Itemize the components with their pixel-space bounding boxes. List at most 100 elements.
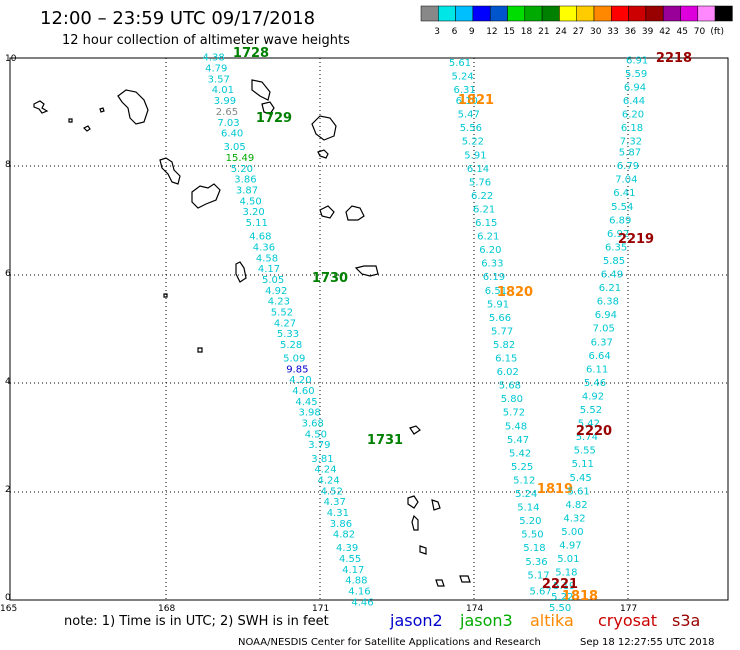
colorbar-label: 27	[573, 27, 584, 37]
wave-height-label: 5.80	[501, 394, 523, 405]
track-time-label: 2220	[576, 424, 612, 439]
wave-height-label: 5.54	[611, 202, 633, 213]
wave-height-label: 5.24	[452, 72, 474, 83]
wave-height-label: 3.81	[311, 454, 333, 465]
wave-height-label: 5.01	[557, 554, 579, 565]
wave-height-label: 6.89	[609, 215, 631, 226]
wave-height-label: 5.14	[517, 503, 539, 514]
island-outline	[431, 499, 441, 511]
island-outline	[319, 205, 335, 219]
colorbar-label: 33	[607, 27, 618, 37]
wave-height-label: 5.66	[489, 313, 511, 324]
wave-height-label: 5.12	[513, 476, 535, 487]
wave-height-label: 6.15	[475, 218, 497, 229]
wave-height-label: 3.86	[330, 519, 352, 530]
footer-note: note: 1) Time is in UTC; 2) SWH is in fe…	[64, 614, 329, 629]
colorbar-swatch	[611, 5, 629, 22]
wave-height-label: 5.47	[507, 435, 529, 446]
colorbar-swatch	[593, 5, 612, 22]
wave-height-label: 6.38	[597, 297, 619, 308]
colorbar-label: 12	[486, 27, 497, 37]
wave-height-label: 3.99	[214, 96, 236, 107]
wave-height-label: 5.17	[527, 570, 549, 581]
wave-height-label: 4.24	[318, 476, 340, 487]
wave-height-label: 5.20	[519, 516, 541, 527]
wave-height-label: 4.55	[339, 554, 361, 565]
wave-height-label: 4.36	[253, 242, 275, 253]
wave-height-label: 6.20	[479, 245, 501, 256]
island-outline	[411, 514, 419, 531]
wave-height-label: 5.11	[246, 218, 268, 229]
colorbar-swatch	[559, 5, 577, 22]
wave-height-label: 5.56	[460, 123, 482, 134]
wave-height-label: 5.55	[574, 446, 596, 457]
wave-height-label: 6.49	[601, 270, 623, 281]
island-outline	[99, 107, 105, 113]
wave-height-label: 5.67	[530, 587, 552, 598]
island-outline	[317, 149, 329, 159]
wave-height-label: 5.91	[464, 150, 486, 161]
wave-height-label: 6.20	[622, 110, 644, 121]
wave-height-label: 4.17	[342, 565, 364, 576]
wave-height-label: 6.33	[481, 259, 503, 270]
wave-height-label: 5.45	[570, 473, 592, 484]
colorbar-swatch	[662, 5, 681, 22]
y-tick-label: 2	[5, 485, 11, 495]
colorbar-label: 21	[538, 27, 549, 37]
wave-height-label: 6.21	[473, 205, 495, 216]
y-axis-ticks: 0 2 4 6 8 10	[5, 54, 17, 603]
wave-height-label: 4.50	[305, 429, 327, 440]
wave-height-label: 7.04	[615, 175, 637, 186]
wave-height-label: 5.20	[231, 164, 253, 175]
wave-height-label: 7.32	[620, 137, 642, 148]
wave-height-label: 5.50	[521, 530, 543, 541]
wave-height-label: 3.98	[299, 408, 321, 419]
wave-height-label: 3.87	[236, 186, 258, 197]
satellite-legend: jason2 jason3 altika cryosat s3a	[389, 611, 700, 630]
wave-height-label: 5.19	[553, 581, 575, 592]
track-time-label: 1818	[562, 589, 598, 604]
wave-height-label: 6.40	[221, 129, 243, 140]
wave-height-label: 7.03	[217, 118, 239, 129]
colorbar-swatch	[645, 5, 664, 22]
track-time-label: 1821	[458, 93, 494, 108]
colorbar-label: 3	[434, 27, 440, 37]
wave-height-label: 4.58	[256, 253, 278, 264]
wave-height-label: 5.82	[493, 340, 515, 351]
wave-height-label: 4.46	[351, 597, 373, 608]
colorbar-label: 42	[659, 27, 670, 37]
wave-height-label: 7.05	[593, 324, 615, 335]
wave-height-label: 3.57	[208, 74, 230, 85]
colorbar-label: 36	[625, 27, 637, 37]
wave-height-label: 4.79	[205, 64, 227, 75]
island-outline	[163, 293, 168, 298]
wave-height-label: 5.61	[568, 486, 590, 497]
wave-height-label: 5.91	[487, 299, 509, 310]
wave-height-label: 5.74	[576, 432, 598, 443]
colorbar-swatch	[697, 5, 716, 22]
satellite-name: s3a	[672, 611, 700, 630]
wave-height-label: 4.27	[274, 318, 296, 329]
wave-height-label: 4.01	[212, 85, 234, 96]
island-outline	[117, 89, 149, 125]
wave-height-label: 6.10	[456, 96, 478, 107]
colorbar-label: 15	[504, 27, 515, 37]
island-outline	[197, 347, 203, 353]
wave-height-label: 5.47	[458, 110, 480, 121]
track-time-label: 2219	[618, 232, 654, 247]
island-outline	[251, 79, 271, 101]
wave-height-label: 6.35	[605, 242, 627, 253]
wave-height-label: 4.60	[292, 386, 314, 397]
wave-height-label: 5.61	[449, 58, 471, 69]
wave-height-label: 6.14	[467, 164, 489, 175]
wave-height-label: 5.22	[462, 137, 484, 148]
island-outlines	[33, 79, 471, 587]
island-outline	[33, 100, 49, 114]
wave-height-label: 4.39	[336, 543, 358, 554]
colorbar-legend: 3 6 9 12 15 18 21 24 27 30 33 36 39 42 45 70 (ft)	[420, 5, 733, 37]
colorbar-swatch	[472, 5, 491, 22]
y-tick-label: 0	[5, 593, 11, 603]
colorbar-label: 6	[452, 27, 458, 37]
wave-height-label: 4.82	[333, 530, 355, 541]
y-tick-label: 4	[5, 377, 11, 387]
